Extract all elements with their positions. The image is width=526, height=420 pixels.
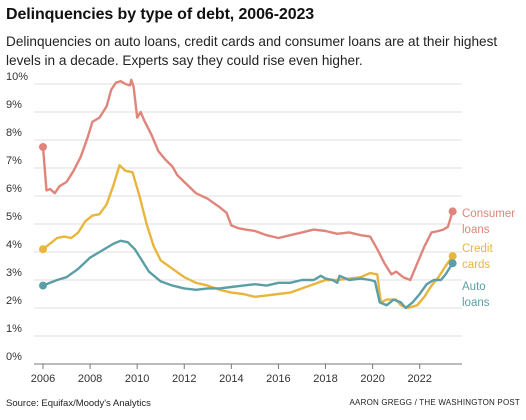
y-tick-label: 3% (6, 267, 22, 279)
series-end-marker-credit-cards (448, 252, 457, 261)
series-end-marker-consumer-loans (448, 207, 457, 216)
source-note: Source: Equifax/Moody's Analytics (6, 398, 151, 409)
x-tick-label: 2010 (125, 373, 149, 385)
series-lines (39, 78, 457, 310)
series-label-credit-cards: cards (462, 259, 490, 271)
series-label-credit-cards: Credit (462, 243, 493, 255)
gridlines (34, 83, 462, 365)
x-tick-label: 2012 (172, 373, 196, 385)
x-tick-label: 2006 (31, 373, 55, 385)
y-tick-label: 4% (6, 239, 22, 251)
y-tick-label: 1% (6, 323, 22, 335)
x-tick-label: 2018 (313, 373, 337, 385)
x-tick-label: 2016 (266, 373, 290, 385)
chart-subtitle: Delinquencies on auto loans, credit card… (6, 34, 498, 68)
x-tick-label: 2014 (219, 373, 243, 385)
y-tick-label: 8% (6, 127, 22, 139)
series-end-marker-auto-loans (448, 259, 457, 268)
y-tick-label: 6% (6, 183, 22, 195)
series-line-auto-loans (41, 239, 454, 310)
y-tick-label: 2% (6, 295, 22, 307)
series-line-consumer-loans (41, 78, 454, 282)
y-tick-label: 5% (6, 211, 22, 223)
byline-credit: AARON GREGG / THE WASHINGTON POST (349, 398, 520, 407)
y-tick-label: 7% (6, 155, 22, 167)
y-tick-label: 9% (6, 99, 22, 111)
series-start-marker-auto-loans (39, 281, 47, 290)
x-tick-label: 2020 (360, 373, 384, 385)
chart-title: Delinquencies by type of debt, 2006-2023 (6, 6, 315, 23)
x-tick-label: 2008 (78, 373, 102, 385)
y-tick-label: 10% (6, 71, 28, 83)
series-line-credit-cards (41, 164, 454, 310)
series-label-auto-loans: loans (462, 297, 490, 309)
series-start-marker-consumer-loans (39, 143, 47, 151)
series-label-auto-loans: Auto (462, 281, 486, 293)
series-label-consumer-loans: loans (462, 224, 490, 236)
x-tick-label: 2022 (407, 373, 431, 385)
y-axis: 0% 1% 2% 3% 4% 5% 6% 7% 8% 9% 10% (6, 71, 28, 363)
series-start-marker-credit-cards (39, 245, 47, 254)
series-label-consumer-loans: Consumer (462, 208, 515, 220)
series-labels: Consumer loans Credit cards Auto loans (462, 208, 515, 309)
y-tick-label: 0% (6, 351, 22, 363)
x-axis: 2006 2008 2010 2012 2014 2016 2018 2020 2022 (31, 364, 432, 385)
